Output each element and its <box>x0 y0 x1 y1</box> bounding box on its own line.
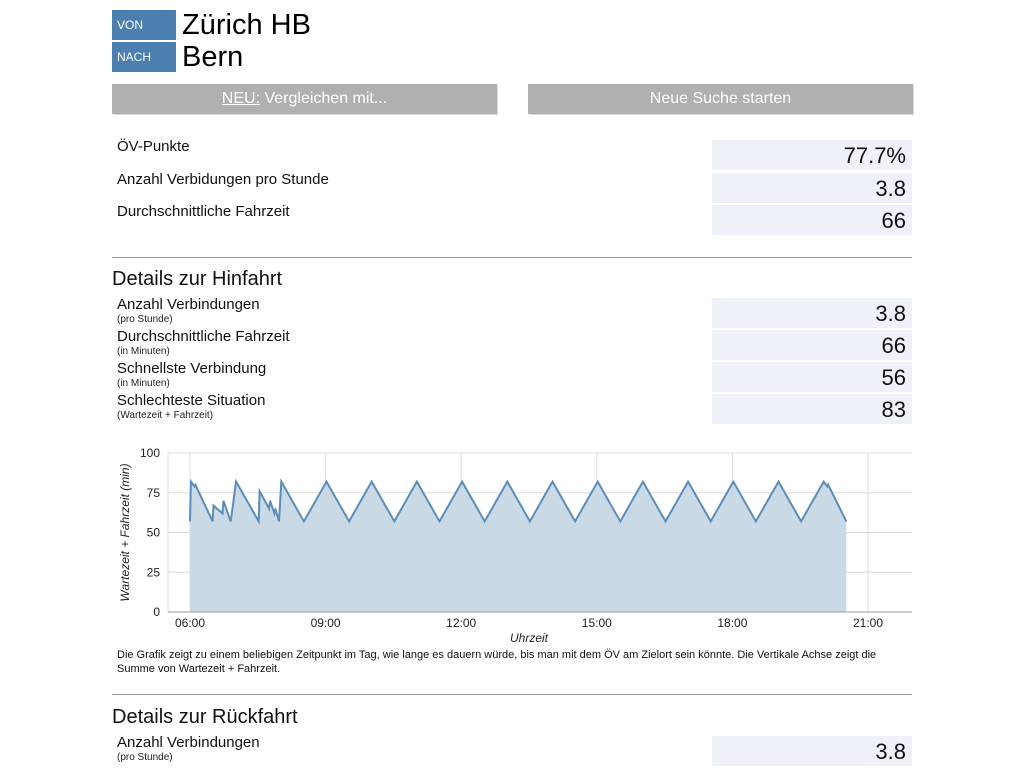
detail-value: 3.8 <box>712 736 912 766</box>
detail-sublabel: (in Minuten) <box>117 378 170 389</box>
summary-value: 3.8 <box>712 173 912 203</box>
detail-value: 83 <box>712 394 912 424</box>
travel-time-line <box>189 478 848 525</box>
detail-label: Schlechteste Situation <box>117 392 266 409</box>
detail-sublabel: (pro Stunde) <box>117 314 173 325</box>
route-from: VON Zürich HB <box>112 10 311 40</box>
chart-caption: Die Grafik zeigt zu einem beliebigen Zei… <box>117 649 877 675</box>
x-tick-label: 06:00 <box>175 616 205 630</box>
detail-value: 3.8 <box>712 298 912 328</box>
summary-row-points: ÖV-Punkte 77.7% <box>112 138 912 172</box>
y-axis-label: Wartezeit + Fahrzeit (min) <box>118 463 132 601</box>
divider <box>112 257 912 258</box>
y-tick-label: 100 <box>140 446 160 460</box>
detail-value: 56 <box>712 362 912 392</box>
detail-sublabel: (pro Stunde) <box>117 752 173 763</box>
detail-sublabel: (in Minuten) <box>117 346 170 357</box>
outbound-row: Durchschnittliche Fahrzeit (in Minuten) … <box>112 328 912 362</box>
outbound-title: Details zur Hinfahrt <box>112 268 283 290</box>
y-tick-label: 50 <box>147 526 161 540</box>
to-station: Bern <box>182 41 244 73</box>
x-tick-label: 12:00 <box>446 616 476 630</box>
compare-button[interactable]: NEU: Vergleichen mit... <box>112 84 497 114</box>
compare-label: Vergleichen mit... <box>264 90 388 107</box>
detail-label: Durchschnittliche Fahrzeit <box>117 328 290 345</box>
travel-time-chart: 0 25 50 75 100 06:00 09:00 12:00 15:00 18:00 21:0… <box>118 446 912 645</box>
summary-label: ÖV-Punkte <box>117 138 190 155</box>
x-tick-labels: 06:00 09:00 12:00 15:00 18:00 21:00 <box>175 616 883 630</box>
y-tick-label: 0 <box>153 605 160 619</box>
detail-label: Anzahl Verbindungen <box>117 296 260 313</box>
detail-label: Anzahl Verbindungen <box>117 734 260 751</box>
summary-row-connections: Anzahl Verbidungen pro Stunde 3.8 <box>112 171 912 205</box>
return-title: Details zur Rückfahrt <box>112 706 298 728</box>
x-tick-label: 18:00 <box>717 616 747 630</box>
route-to: NACH Bern <box>112 42 243 72</box>
outbound-row: Schnellste Verbindung (in Minuten) 56 <box>112 360 912 394</box>
x-axis-label: Uhrzeit <box>510 631 549 645</box>
x-tick-label: 21:00 <box>853 616 883 630</box>
summary-label: Anzahl Verbidungen pro Stunde <box>117 171 329 188</box>
from-station: Zürich HB <box>182 9 311 41</box>
detail-sublabel: (Wartezeit + Fahrzeit) <box>117 410 214 421</box>
return-row: Anzahl Verbindungen (pro Stunde) 3.8 <box>112 734 912 768</box>
summary-value: 77.7% <box>712 140 912 170</box>
divider <box>112 694 912 695</box>
y-tick-label: 25 <box>147 565 161 579</box>
x-tick-label: 09:00 <box>311 616 341 630</box>
outbound-row: Schlechteste Situation (Wartezeit + Fahr… <box>112 392 912 426</box>
summary-row-duration: Durchschnittliche Fahrzeit 66 <box>112 203 912 237</box>
compare-new-badge: NEU: <box>221 90 261 107</box>
y-tick-labels: 0 25 50 75 100 <box>140 446 160 619</box>
new-search-button[interactable]: Neue Suche starten <box>528 84 913 114</box>
detail-label: Schnellste Verbindung <box>117 360 267 377</box>
x-tick-label: 15:00 <box>582 616 612 630</box>
outbound-row: Anzahl Verbindungen (pro Stunde) 3.8 <box>112 296 912 330</box>
detail-value: 66 <box>712 330 912 360</box>
summary-label: Durchschnittliche Fahrzeit <box>117 203 290 220</box>
from-tag: VON <box>112 10 176 40</box>
y-tick-label: 75 <box>147 486 161 500</box>
to-tag: NACH <box>112 42 176 72</box>
summary-value: 66 <box>712 205 912 235</box>
